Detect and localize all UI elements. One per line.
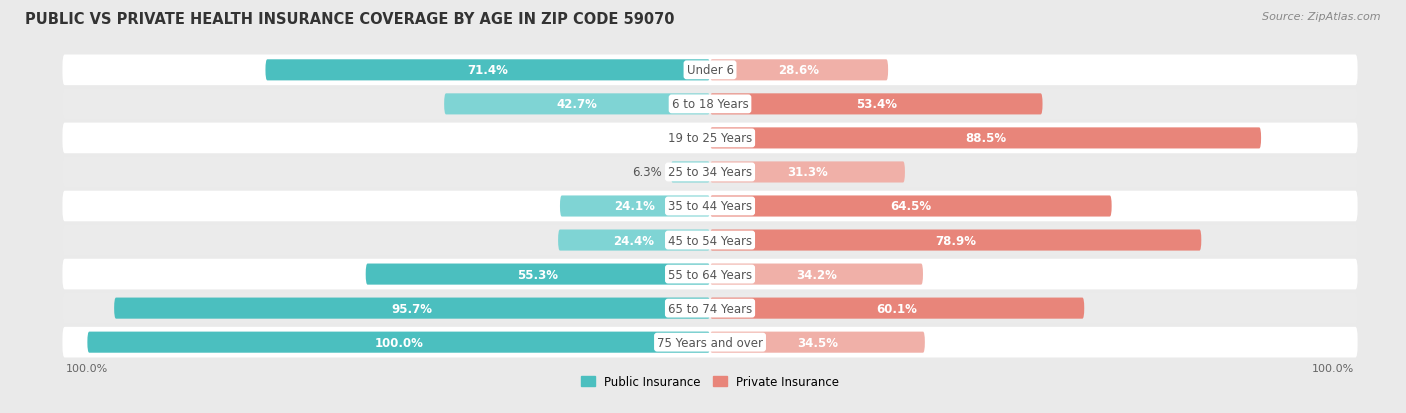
Text: 71.4%: 71.4% — [467, 64, 508, 77]
FancyBboxPatch shape — [62, 293, 1358, 324]
FancyBboxPatch shape — [87, 332, 710, 353]
Text: 42.7%: 42.7% — [557, 98, 598, 111]
FancyBboxPatch shape — [710, 298, 1084, 319]
Text: 28.6%: 28.6% — [779, 64, 820, 77]
FancyBboxPatch shape — [62, 225, 1358, 256]
Text: 34.5%: 34.5% — [797, 336, 838, 349]
FancyBboxPatch shape — [710, 94, 1042, 115]
Text: 6.3%: 6.3% — [631, 166, 661, 179]
Text: Source: ZipAtlas.com: Source: ZipAtlas.com — [1263, 12, 1381, 22]
FancyBboxPatch shape — [366, 264, 710, 285]
FancyBboxPatch shape — [62, 89, 1358, 120]
Text: 100.0%: 100.0% — [374, 336, 423, 349]
Text: 55.3%: 55.3% — [517, 268, 558, 281]
FancyBboxPatch shape — [62, 55, 1358, 86]
Text: 24.1%: 24.1% — [614, 200, 655, 213]
FancyBboxPatch shape — [62, 327, 1358, 358]
FancyBboxPatch shape — [671, 162, 710, 183]
FancyBboxPatch shape — [710, 230, 1201, 251]
Text: 34.2%: 34.2% — [796, 268, 837, 281]
Text: 53.4%: 53.4% — [856, 98, 897, 111]
FancyBboxPatch shape — [560, 196, 710, 217]
Text: PUBLIC VS PRIVATE HEALTH INSURANCE COVERAGE BY AGE IN ZIP CODE 59070: PUBLIC VS PRIVATE HEALTH INSURANCE COVER… — [25, 12, 675, 27]
Text: 95.7%: 95.7% — [392, 302, 433, 315]
FancyBboxPatch shape — [62, 259, 1358, 290]
FancyBboxPatch shape — [114, 298, 710, 319]
FancyBboxPatch shape — [62, 157, 1358, 188]
Text: 31.3%: 31.3% — [787, 166, 828, 179]
FancyBboxPatch shape — [62, 191, 1358, 222]
Text: 25 to 34 Years: 25 to 34 Years — [668, 166, 752, 179]
FancyBboxPatch shape — [266, 60, 710, 81]
FancyBboxPatch shape — [710, 332, 925, 353]
Text: 60.1%: 60.1% — [877, 302, 918, 315]
FancyBboxPatch shape — [558, 230, 710, 251]
FancyBboxPatch shape — [710, 60, 889, 81]
Text: 55 to 64 Years: 55 to 64 Years — [668, 268, 752, 281]
Text: 19 to 25 Years: 19 to 25 Years — [668, 132, 752, 145]
Text: 78.9%: 78.9% — [935, 234, 976, 247]
FancyBboxPatch shape — [710, 128, 1261, 149]
Text: 0.0%: 0.0% — [671, 132, 700, 145]
Text: 35 to 44 Years: 35 to 44 Years — [668, 200, 752, 213]
Legend: Public Insurance, Private Insurance: Public Insurance, Private Insurance — [576, 371, 844, 393]
FancyBboxPatch shape — [710, 162, 905, 183]
FancyBboxPatch shape — [444, 94, 710, 115]
Text: 65 to 74 Years: 65 to 74 Years — [668, 302, 752, 315]
Text: 88.5%: 88.5% — [965, 132, 1007, 145]
FancyBboxPatch shape — [710, 264, 922, 285]
FancyBboxPatch shape — [62, 123, 1358, 154]
FancyBboxPatch shape — [710, 196, 1112, 217]
Text: Under 6: Under 6 — [686, 64, 734, 77]
Text: 6 to 18 Years: 6 to 18 Years — [672, 98, 748, 111]
Text: 24.4%: 24.4% — [613, 234, 655, 247]
Text: 75 Years and over: 75 Years and over — [657, 336, 763, 349]
Text: 64.5%: 64.5% — [890, 200, 931, 213]
Text: 45 to 54 Years: 45 to 54 Years — [668, 234, 752, 247]
